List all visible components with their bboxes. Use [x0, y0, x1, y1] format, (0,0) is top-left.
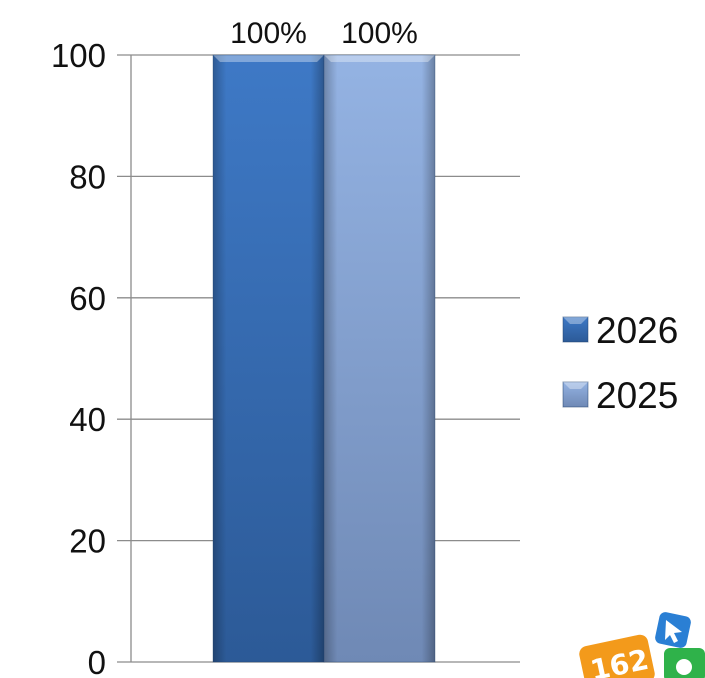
data-labels: 100% 100%: [230, 17, 418, 50]
logo-green-tile-icon: [664, 648, 705, 678]
bar-shade: [213, 55, 324, 662]
bars: [212, 54, 436, 663]
legend-label: 2026: [596, 310, 678, 351]
y-tick-label: 80: [69, 158, 106, 195]
bar-2026: [212, 54, 325, 663]
bar-outline: [323, 54, 436, 663]
bar-shade: [324, 55, 435, 662]
logo-cursor-icon: [655, 612, 691, 648]
legend-label: 2025: [596, 375, 678, 416]
bar-bevel: [324, 55, 435, 62]
legend-item-2025: 2025: [562, 375, 678, 416]
logo-orange-tile-icon: [579, 634, 655, 678]
y-tick-label: 0: [88, 644, 106, 678]
y-tick-label: 40: [69, 401, 106, 438]
y-axis: 0 20 40 60 80 100: [51, 37, 132, 678]
legend-swatch-bevel: [563, 382, 588, 389]
data-label-2025: 100%: [341, 17, 418, 50]
y-tick-label: 100: [51, 37, 106, 74]
logo: 162: [579, 612, 705, 678]
legend-swatch: [562, 381, 589, 408]
bar-bevel: [213, 55, 324, 62]
legend-swatch: [562, 316, 589, 343]
legend-item-2026: 2026: [562, 310, 678, 351]
legend: 2026 2025: [562, 310, 678, 416]
bar-2025: [323, 54, 436, 663]
data-label-2026: 100%: [230, 17, 307, 50]
y-tick-label: 60: [69, 280, 106, 317]
y-tick-label: 20: [69, 523, 106, 560]
legend-swatch-bevel: [563, 317, 588, 324]
